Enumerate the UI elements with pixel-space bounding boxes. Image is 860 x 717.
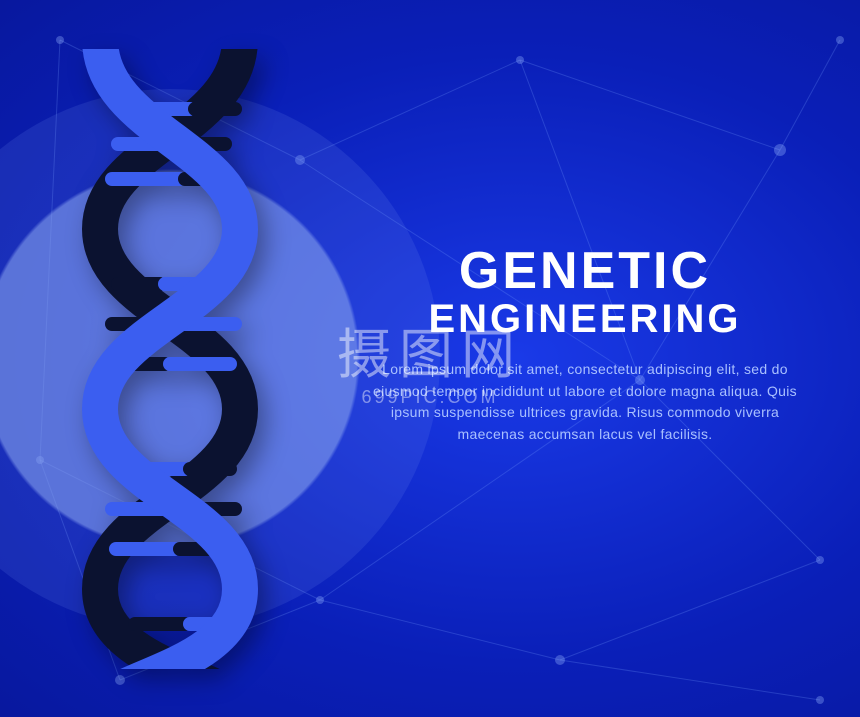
title-line-2: ENGINEERING: [370, 297, 800, 341]
body-paragraph: Lorem ipsum dolor sit amet, consectetur …: [370, 359, 800, 446]
infographic-canvas: GENETIC ENGINEERING Lorem ipsum dolor si…: [0, 0, 860, 717]
text-block: GENETIC ENGINEERING Lorem ipsum dolor si…: [370, 245, 800, 446]
dna-helix-icon: [40, 49, 300, 669]
title-line-1: GENETIC: [370, 245, 800, 297]
